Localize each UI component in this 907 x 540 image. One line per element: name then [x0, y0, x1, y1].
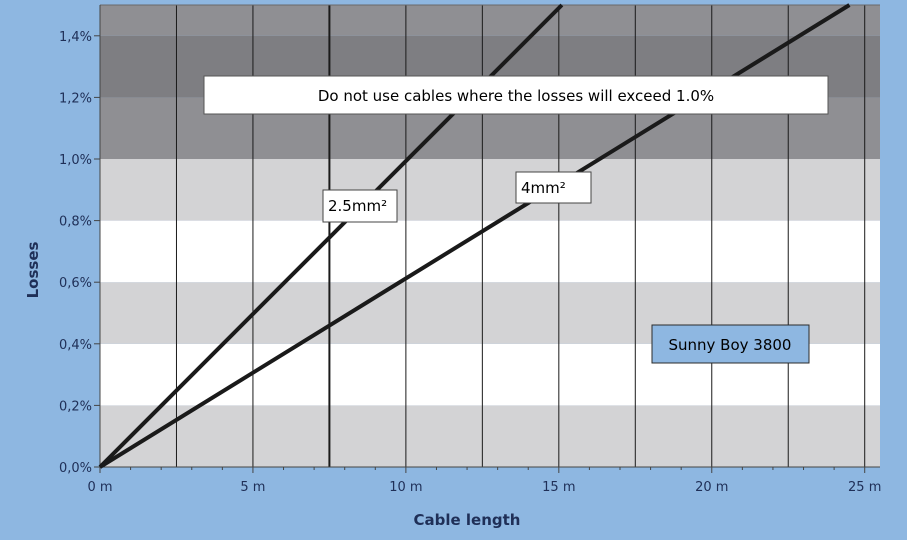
- y-tick-label: 1,2%: [59, 91, 92, 106]
- model-box: [651, 324, 810, 364]
- x-axis-title: Cable length: [414, 511, 521, 529]
- x-tick-label: 5 m: [240, 480, 265, 495]
- warning-box: [203, 75, 829, 115]
- band-4: [100, 159, 880, 221]
- series-label-1: 2.5mm²: [328, 197, 387, 215]
- series-label-2: 4mm²: [521, 179, 566, 197]
- y-tick-label: 0,0%: [59, 461, 92, 476]
- x-tick-label: 0 m: [87, 480, 112, 495]
- band-7: [100, 5, 880, 36]
- series-label-box-1: [322, 189, 398, 223]
- band-3: [100, 220, 880, 283]
- y-axis-title: Losses: [24, 242, 42, 299]
- axes-layer: 0,0% 0,2% 0,4% 0,6% 0,8% 1,0% 1,2% 1,4% 0 m 5 m 10…: [59, 5, 881, 495]
- x-tick-label: 25 m: [848, 480, 881, 495]
- x-tick-label: 20 m: [695, 480, 728, 495]
- y-tick-label: 1,4%: [59, 30, 92, 45]
- series-label-box-2: [515, 171, 592, 204]
- x-tick-label: 10 m: [389, 480, 422, 495]
- x-tick-label: 15 m: [542, 480, 575, 495]
- y-tick-label: 0,4%: [59, 338, 92, 353]
- warning-annotation: Do not use cables where the losses will …: [203, 75, 829, 115]
- y-tick-label: 0,8%: [59, 215, 92, 230]
- band-0: [100, 405, 880, 467]
- y-tick-label: 1,0%: [59, 153, 92, 168]
- series-labels-layer: 2.5mm² 4mm²: [322, 171, 592, 223]
- model-annotation: Sunny Boy 3800: [651, 324, 810, 364]
- y-tick-label: 0,2%: [59, 399, 92, 414]
- model-text: Sunny Boy 3800: [669, 336, 792, 354]
- warning-text: Do not use cables where the losses will …: [318, 87, 714, 105]
- y-tick-label: 0,6%: [59, 276, 92, 291]
